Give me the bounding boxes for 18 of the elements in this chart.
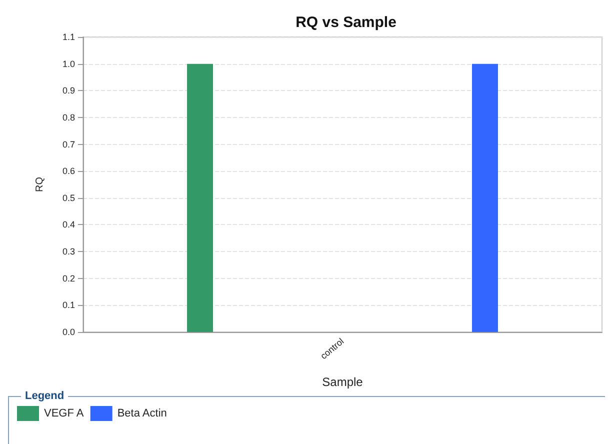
- y-tick-label: 1.0: [62, 58, 75, 69]
- y-axis-title: RQ: [34, 176, 46, 192]
- y-tick-label: 0.7: [62, 139, 75, 150]
- y-tick-label: 0.8: [62, 112, 75, 122]
- chart-title: RQ vs Sample: [296, 14, 396, 31]
- x-axis-title: Sample: [322, 375, 364, 389]
- legend-title: Legend: [24, 390, 66, 402]
- y-tick-label: 0.2: [62, 273, 75, 284]
- legend-label: VEGF A: [44, 408, 84, 420]
- y-tick-label: 0.5: [62, 192, 75, 203]
- y-tick-label: 0.0: [62, 327, 75, 337]
- y-tick-label: 1.1: [62, 32, 75, 42]
- y-tick-label: 0.1: [62, 300, 75, 310]
- legend-label: Beta Actin: [117, 408, 167, 420]
- y-tick-label: 0.9: [62, 86, 75, 96]
- y-tick-label: 0.4: [62, 220, 75, 230]
- y-tick-label: 0.3: [62, 246, 75, 257]
- y-tick-label: 0.6: [62, 166, 75, 176]
